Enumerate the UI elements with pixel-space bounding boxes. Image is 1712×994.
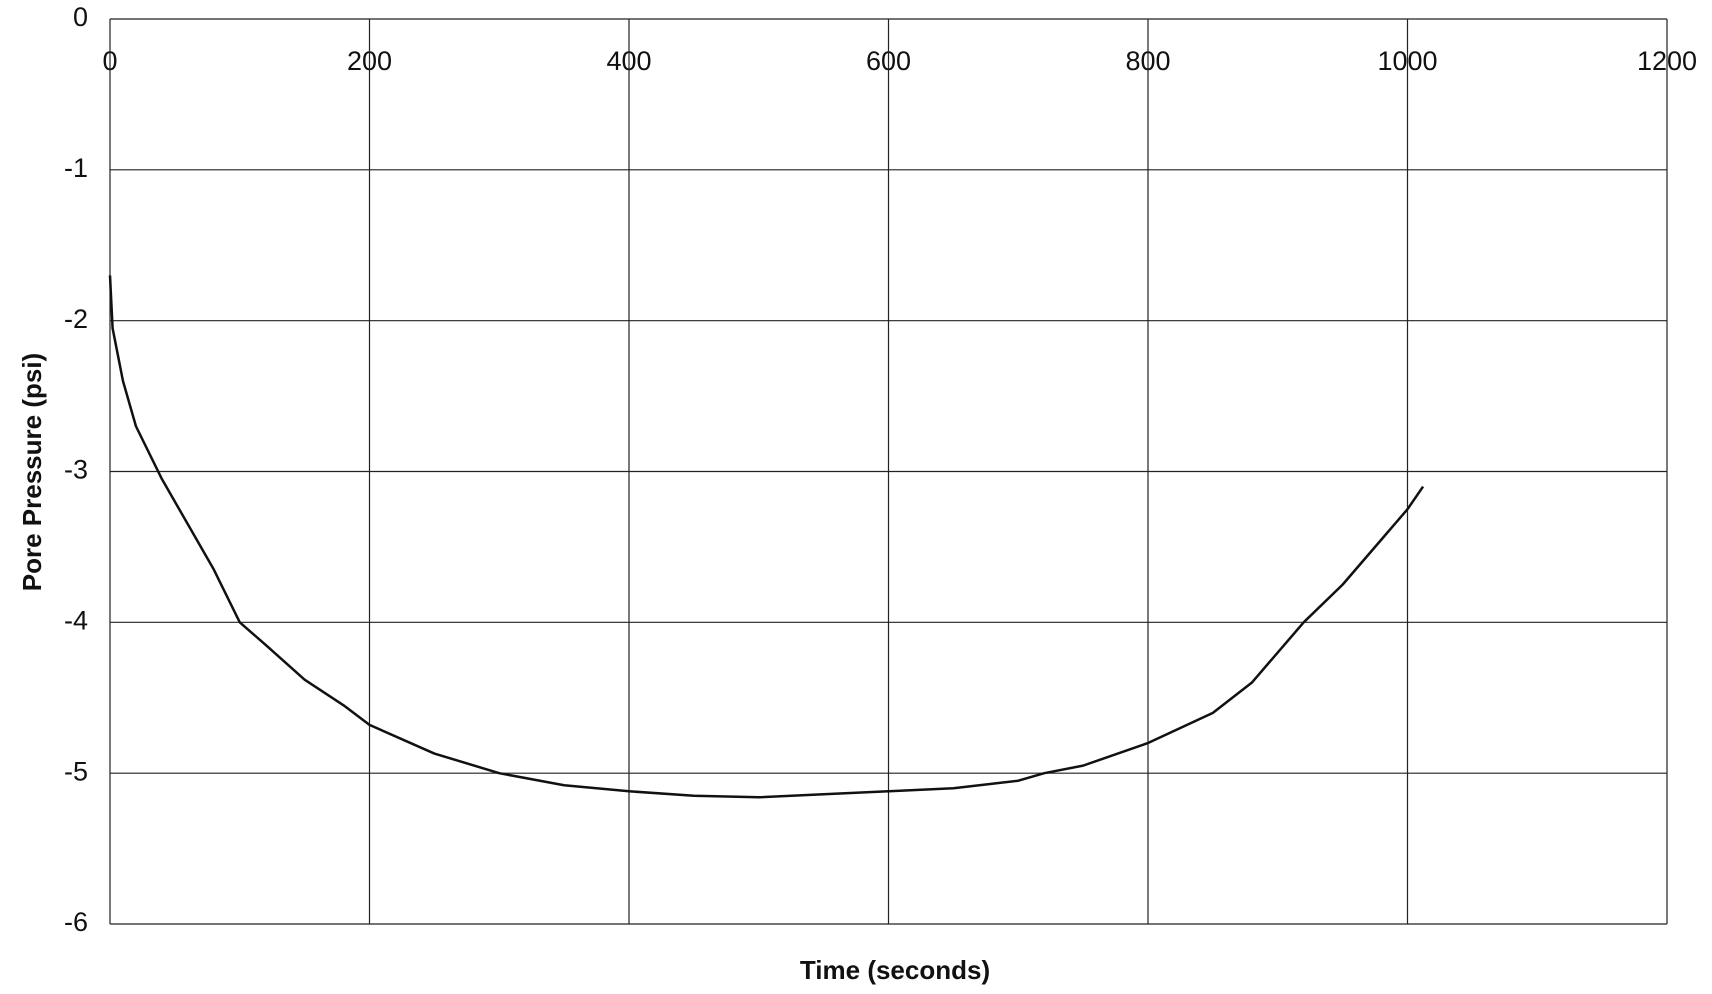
y-tick-label: -3 <box>64 455 88 485</box>
y-tick-label: -6 <box>64 907 88 937</box>
y-tick-label: 0 <box>73 2 88 32</box>
y-axis-title: Pore Pressure (psi) <box>17 353 47 591</box>
y-tick-label: -4 <box>64 605 88 635</box>
y-tick-label: -2 <box>64 304 88 334</box>
y-tick-label: -5 <box>64 756 88 786</box>
x-axis-title: Time (seconds) <box>800 955 990 985</box>
data-line <box>108 275 1425 799</box>
y-tick-label: -1 <box>64 153 88 183</box>
